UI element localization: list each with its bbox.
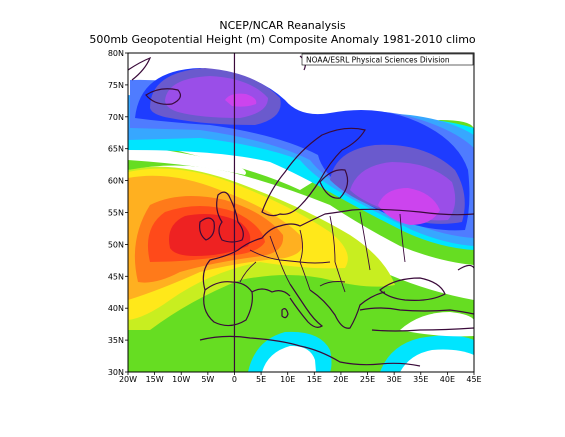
- lat-tick-label: 40N: [108, 304, 124, 313]
- lon-tick-label: 20E: [333, 375, 348, 384]
- coastline-scandinavia: [261, 127, 366, 217]
- coastline-great-britain: [216, 191, 244, 243]
- coastline-layer: [128, 55, 474, 367]
- anomaly-deep-purple-west: [225, 93, 257, 107]
- coastline-sardinia: [281, 308, 289, 319]
- lat-tick-label: 75N: [108, 81, 124, 90]
- lon-tick-label: 40E: [440, 375, 455, 384]
- coastline-black-sea: [379, 277, 446, 301]
- lat-tick-label: 35N: [108, 336, 124, 345]
- lat-tick-label: 30N: [108, 368, 124, 377]
- coastline-continent: [202, 208, 474, 291]
- lon-tick-label: 5W: [201, 375, 214, 384]
- credit-text: NOAA/ESRL Physical Sciences Division: [306, 56, 450, 65]
- coastline-turkey-south: [371, 327, 474, 332]
- coastline-iberia: [203, 281, 253, 327]
- coastline-north-africa: [199, 335, 421, 367]
- lat-tick-label: 70N: [108, 113, 124, 122]
- lon-tick-label: 20W: [119, 375, 137, 384]
- lon-tick-label: 25E: [360, 375, 375, 384]
- coastline-finland: [319, 169, 349, 199]
- anomaly-deep-purple-east: [378, 188, 440, 225]
- lat-tick-label: 65N: [108, 145, 124, 154]
- lon-tick-label: 5E: [256, 375, 266, 384]
- lon-tick-label: 35E: [413, 375, 428, 384]
- anomaly-red-core: [169, 214, 251, 256]
- axis-ticks: 20W 15W 10W 5W 0 5E 10E 15E 20E 25E 30E 35E 40E 45E 80…: [108, 49, 482, 384]
- lon-tick-label: 15E: [307, 375, 322, 384]
- anomaly-field: [128, 53, 474, 372]
- anomaly-white-north: [128, 145, 246, 175]
- anomaly-purple-west: [165, 76, 268, 118]
- coastline-iceland: [145, 88, 182, 105]
- lat-tick-label: 50N: [108, 240, 124, 249]
- country-borders: [239, 211, 406, 293]
- anomaly-white-south: [262, 345, 316, 372]
- coastline-turkey: [359, 307, 474, 315]
- coastline-greenland: [128, 56, 152, 81]
- lon-tick-label: 0: [232, 375, 237, 384]
- credit-box: NOAA/ESRL Physical Sciences Division: [301, 53, 474, 66]
- lon-tick-label: 45E: [466, 375, 481, 384]
- lon-tick-label: 10E: [280, 375, 295, 384]
- coastline-balkans: [309, 289, 386, 329]
- coastline-ireland: [199, 217, 215, 241]
- coastline-italy: [289, 283, 324, 328]
- lon-tick-label: 15W: [146, 375, 164, 384]
- map-title: NCEP/NCAR Reanalysis: [219, 19, 346, 32]
- anomaly-white-se: [400, 349, 474, 372]
- coastline-caspian: [457, 264, 474, 271]
- lat-tick-label: 60N: [108, 177, 124, 186]
- lat-tick-label: 55N: [108, 209, 124, 218]
- credit-background: [301, 53, 474, 66]
- lon-tick-label: 10W: [172, 375, 190, 384]
- lat-tick-label: 80N: [108, 49, 124, 58]
- map-subtitle: 500mb Geopotential Height (m) Composite …: [89, 33, 476, 46]
- lat-tick-label: 45N: [108, 272, 124, 281]
- lon-tick-label: 30E: [387, 375, 402, 384]
- coastline-france-med: [251, 288, 291, 297]
